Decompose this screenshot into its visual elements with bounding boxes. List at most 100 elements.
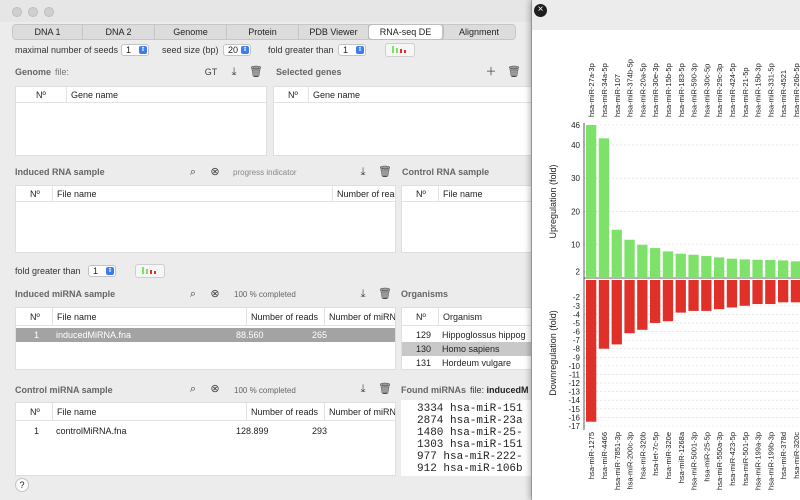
up-bar <box>778 260 789 278</box>
add-icon[interactable]: ＋ <box>485 66 497 78</box>
control-mirna-header: Nº File name Number of reads Number of m… <box>16 403 395 421</box>
induced-rna-progress: progress indicator <box>233 168 297 177</box>
tab-protein[interactable]: Protein <box>227 25 299 39</box>
list-item[interactable]: 912 hsa-miR-106b <box>417 463 523 475</box>
up-bar <box>726 258 738 278</box>
row-reads: 128.899 <box>236 426 269 436</box>
zoom-window-button[interactable] <box>44 7 54 17</box>
up-bar-label: hsa-miR-183-5p <box>677 63 686 117</box>
row-reads: 88.560 <box>236 330 264 340</box>
up-bar <box>790 261 800 278</box>
selected-genes-table[interactable]: Nº Gene name <box>273 86 531 156</box>
trash-icon[interactable]: 🗑 <box>378 166 392 178</box>
download-icon[interactable]: ⤓ <box>360 288 366 300</box>
down-bar-label: hsa-miR-199a-3p <box>754 432 763 490</box>
down-bar <box>675 280 686 313</box>
stepper-arrows-icon[interactable]: ⇕ <box>139 46 147 54</box>
download-icon[interactable]: ⤓ <box>360 383 366 395</box>
tab-genome[interactable]: Genome <box>155 25 227 39</box>
found-mirnas-list[interactable]: 3334 hsa-miR-151 2874 hsa-miR-23a 1480 h… <box>401 400 531 476</box>
plot-icon-bar <box>146 269 148 274</box>
fold-stepper[interactable]: 1 ⇕ <box>338 44 366 56</box>
minimize-window-button[interactable] <box>28 7 38 17</box>
max-seeds-stepper[interactable]: 1 ⇕ <box>121 44 149 56</box>
tab-pdb-viewer[interactable]: PDB Viewer <box>299 25 369 39</box>
up-bar <box>765 260 776 278</box>
seed-size-label: seed size (bp) <box>162 45 219 55</box>
y-tick-label: -11 <box>569 370 581 379</box>
list-item[interactable]: 977 hsa-miR-222- <box>417 451 523 463</box>
down-bar <box>611 280 622 345</box>
tab-dna2[interactable]: DNA 2 <box>83 25 155 39</box>
table-row[interactable]: 1 inducedMiRNA.fna 88.560 265 <box>16 328 395 342</box>
col-number-of-reads: Number of reads <box>246 403 324 421</box>
down-bar-label: hsa-miR-200c-3p <box>626 432 635 490</box>
download-icon[interactable]: ⤓ <box>231 66 237 78</box>
search-icon[interactable]: ⌕ <box>189 166 197 178</box>
plot-button[interactable] <box>135 264 165 278</box>
stepper-arrows-icon[interactable]: ⇕ <box>106 267 114 275</box>
induced-mirna-table[interactable]: Nº File name Number of reads Number of m… <box>15 307 396 370</box>
trash-icon[interactable]: 🗑 <box>249 66 263 78</box>
download-icon[interactable]: ⤓ <box>360 166 366 178</box>
down-bar <box>688 280 699 311</box>
list-item[interactable]: 130 Homo sapiens <box>402 342 531 356</box>
up-bar <box>701 256 712 278</box>
row-organism: Hordeum vulgare <box>442 358 512 368</box>
y-tick-label: 30 <box>571 174 580 183</box>
plot-button[interactable] <box>385 43 415 57</box>
cancel-icon[interactable]: ⊗ <box>210 166 220 178</box>
chart-panel-header: × <box>532 0 800 30</box>
close-icon[interactable]: × <box>534 4 547 17</box>
down-bar-label: hsa-miR-378d <box>779 432 788 479</box>
genome-table[interactable]: Nº Gene name <box>15 86 267 156</box>
stepper-arrows-icon[interactable]: ⇕ <box>241 46 249 54</box>
list-item[interactable]: 129 Hippoglossus hippog <box>402 328 531 342</box>
down-bar-label: hsa-miR-1268a <box>677 431 686 483</box>
tab-alignment[interactable]: Alignment <box>458 27 500 37</box>
control-rna-table[interactable]: Nº File name <box>401 185 531 253</box>
row-file: controlMiRNA.fna <box>56 426 127 436</box>
y-tick-label: -8 <box>573 345 581 354</box>
up-bar-label: hsa-miR-26b-5p <box>792 63 800 117</box>
col-file-name: File name <box>52 186 332 202</box>
seed-size-stepper[interactable]: 20 ⇕ <box>223 44 251 56</box>
up-bar-label: hsa-miR-34a-5p <box>600 63 609 117</box>
fold2-stepper[interactable]: 1 ⇕ <box>88 265 116 277</box>
organisms-table[interactable]: Nº Organism 129 Hippoglossus hippog 130 … <box>401 307 531 370</box>
up-bar <box>688 254 699 278</box>
tab-dna1[interactable]: DNA 1 <box>13 25 83 39</box>
up-bar-label: hsa-miR-4521 <box>779 70 788 117</box>
tab-rna-seq-de[interactable]: RNA-seq DE <box>369 25 443 39</box>
list-item[interactable]: 1480 hsa-miR-25- <box>417 427 523 439</box>
search-icon[interactable]: ⌕ <box>189 288 197 300</box>
down-bar <box>765 280 776 305</box>
list-item[interactable]: 131 Hordeum vulgare <box>402 356 531 369</box>
cancel-icon[interactable]: ⊗ <box>210 288 220 300</box>
down-bar <box>662 280 674 322</box>
found-mirnas-label: Found miRNAs <box>401 385 466 395</box>
stepper-arrows-icon[interactable]: ⇕ <box>356 46 364 54</box>
trash-icon[interactable]: 🗑 <box>378 288 392 300</box>
gt-button[interactable]: GT <box>204 67 218 77</box>
cancel-icon[interactable]: ⊗ <box>210 383 220 395</box>
close-window-button[interactable] <box>12 7 22 17</box>
list-item[interactable]: 3334 hsa-miR-151 <box>417 403 523 415</box>
row-mirnas: 265 <box>312 330 328 340</box>
col-gene-name: Gene name <box>308 87 531 103</box>
trash-icon[interactable]: 🗑 <box>507 66 521 78</box>
trash-icon[interactable]: 🗑 <box>378 383 392 395</box>
genome-file-label: file: <box>55 67 70 77</box>
induced-rna-table[interactable]: Nº File name Number of reads <box>15 185 396 253</box>
y-tick-label: -12 <box>568 379 580 388</box>
list-item[interactable]: 1303 hsa-miR-151 <box>417 439 523 451</box>
induced-mirna-progress: 100 % completed <box>234 290 296 299</box>
control-mirna-table[interactable]: Nº File name Number of reads Number of m… <box>15 402 396 476</box>
title-bar <box>0 0 531 22</box>
table-row[interactable]: 1 controlMiRNA.fna 128.899 293 <box>16 424 395 438</box>
help-button[interactable]: ? <box>15 478 29 492</box>
search-icon[interactable]: ⌕ <box>189 383 197 395</box>
y-tick-label: -10 <box>568 362 580 371</box>
list-item[interactable]: 2874 hsa-miR-23a <box>417 415 523 427</box>
up-bar-label: hsa-miR-331-5p <box>766 63 775 117</box>
